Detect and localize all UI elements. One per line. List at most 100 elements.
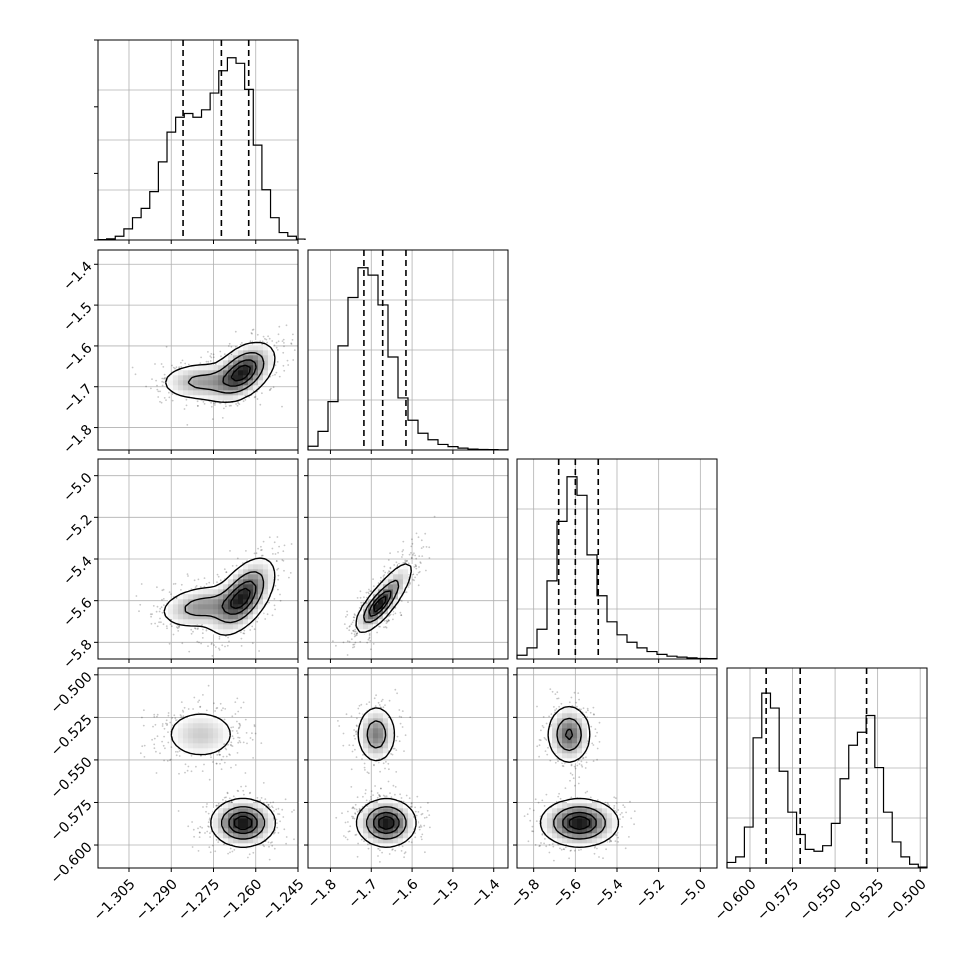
scatter-point <box>292 359 295 361</box>
panel-frame <box>726 667 928 869</box>
density-cell <box>218 360 224 366</box>
scatter-point <box>342 641 345 644</box>
density-cell <box>258 564 264 570</box>
density-cell <box>198 609 204 615</box>
scatter-point <box>162 366 165 368</box>
scatter-point <box>291 811 293 813</box>
scatter-point <box>184 362 187 365</box>
scatter-point <box>226 791 229 794</box>
scatter-point <box>234 701 237 703</box>
scatter-point <box>262 540 265 543</box>
scatter-point <box>150 615 153 618</box>
scatter-point <box>240 785 243 788</box>
scatter-point <box>365 591 368 594</box>
scatter-point <box>153 713 156 716</box>
density-cell <box>398 579 404 585</box>
scatter-point <box>260 742 263 744</box>
scatter-point <box>161 589 164 592</box>
scatter-point <box>402 562 405 564</box>
scatter-point <box>236 404 239 407</box>
density-cell <box>173 375 179 381</box>
scatter-point <box>197 405 199 407</box>
density-cell <box>388 584 394 590</box>
density-cell <box>183 718 189 724</box>
scatter-point <box>281 808 284 811</box>
scatter-point <box>267 803 270 806</box>
scatter-point <box>383 620 386 622</box>
scatter-point <box>154 723 157 726</box>
panel-frame <box>97 39 299 241</box>
scatter-point <box>214 646 217 648</box>
density-cell <box>188 594 194 600</box>
scatter-point <box>248 853 251 856</box>
scatter-point <box>268 536 271 539</box>
scatter-point <box>219 579 222 582</box>
scatter-point <box>413 566 416 568</box>
density-cell <box>198 723 204 729</box>
scatter-point <box>228 753 231 756</box>
scatter-point <box>143 756 146 758</box>
scatter-point <box>207 351 209 353</box>
density-cell <box>193 390 199 396</box>
scatter-point <box>231 565 234 567</box>
density-cell <box>178 723 184 729</box>
scatter-point <box>251 738 254 741</box>
density-cell <box>183 614 189 620</box>
density-cell <box>198 748 204 754</box>
scatter-point <box>162 381 165 384</box>
scatter-point <box>162 623 165 626</box>
scatter-point <box>220 355 222 358</box>
scatter-point <box>383 626 385 629</box>
density-cell <box>253 385 259 391</box>
scatter-point <box>186 424 189 426</box>
scatter-point <box>244 399 247 401</box>
scatter-point <box>232 737 235 740</box>
scatter-point <box>163 727 166 730</box>
scatter-point <box>387 559 390 561</box>
density-cell <box>213 619 219 625</box>
density-cell <box>198 738 204 744</box>
scatter-point <box>134 373 137 376</box>
scatter-point <box>223 761 226 764</box>
density-cell <box>193 395 199 401</box>
scatter-point <box>190 632 193 635</box>
density-cell <box>203 370 209 376</box>
scatter-point <box>197 578 200 581</box>
density-cell <box>223 614 229 620</box>
scatter-point <box>161 725 164 727</box>
scatter-point <box>275 560 278 562</box>
density-cell <box>183 370 189 376</box>
scatter-point <box>279 820 281 823</box>
scatter-point <box>406 560 408 562</box>
scatter-point <box>145 385 148 388</box>
density-cell <box>243 360 249 366</box>
density-cell <box>238 594 244 600</box>
density-cell <box>223 395 229 401</box>
scatter-point <box>194 627 197 630</box>
density-cell <box>218 385 224 391</box>
histogram-panel <box>726 668 928 868</box>
density-cell <box>203 609 209 615</box>
scatter-point <box>236 730 238 732</box>
scatter-point <box>353 616 356 619</box>
scatter-point <box>253 552 256 555</box>
scatter-point <box>231 850 234 853</box>
density-cell <box>228 579 234 585</box>
density-cell <box>183 594 189 600</box>
density-cell <box>223 355 229 361</box>
scatter-point <box>282 550 285 553</box>
scatter-point <box>283 569 285 572</box>
scatter-point <box>275 346 278 349</box>
scatter-point <box>256 797 259 799</box>
scatter-point <box>242 701 245 704</box>
density-cell <box>358 624 364 630</box>
scatter-point <box>196 404 199 407</box>
scatter-point <box>258 650 260 652</box>
scatter-point <box>408 553 411 556</box>
scatter-point <box>401 550 404 553</box>
density-cell <box>263 370 269 376</box>
density-cell <box>243 375 249 381</box>
scatter-point <box>260 545 262 548</box>
scatter-point <box>168 591 171 593</box>
scatter-point <box>218 635 221 638</box>
